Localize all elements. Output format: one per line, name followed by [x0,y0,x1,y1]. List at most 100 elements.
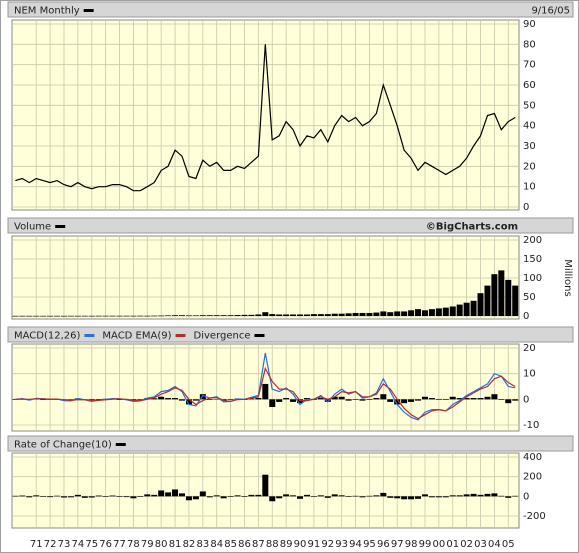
x-tick-label: 80 [155,539,168,550]
bar [345,399,352,401]
x-tick-label: 92 [321,539,334,550]
x-tick-label: 73 [58,539,71,550]
bar [442,496,449,498]
bar [338,495,345,497]
bar [491,394,498,400]
y-tick-label: 20 [523,343,536,354]
bar [387,399,394,402]
bar [387,312,394,316]
bar [442,307,449,316]
bar [130,496,137,499]
bar [165,315,172,317]
x-tick-label: 82 [183,539,196,550]
bar [297,399,304,404]
bar [206,496,213,498]
bar [373,312,380,316]
bar [109,495,116,497]
bar [324,314,331,316]
bar [88,399,95,401]
bar [137,315,144,317]
x-tick-label: 01 [446,539,459,550]
x-tick-label: 02 [460,539,473,550]
header-bar [7,217,574,234]
x-tick-label: 74 [72,539,85,550]
bar [269,496,276,502]
bar [158,396,165,400]
bar [380,492,387,497]
bar [408,399,415,402]
bar [421,396,428,400]
bar [435,496,442,498]
bar [498,399,505,400]
bar [428,309,435,316]
bar [33,495,40,497]
bar [102,496,109,497]
bar [310,496,317,497]
bar [179,399,185,401]
bar [227,399,234,400]
bar [435,308,442,316]
bar [241,496,248,497]
credit: ©BigCharts.com [426,222,518,233]
x-tick-label: 87 [252,539,265,550]
legend-label: Divergence [194,331,251,342]
bar [269,314,276,316]
bar [74,315,81,317]
bar [359,496,366,498]
bar [172,315,179,316]
x-tick-label: 85 [224,539,237,550]
bar [366,312,373,316]
bar [310,314,317,316]
bar [185,399,192,405]
bar [303,494,310,497]
bar [442,399,449,400]
bar [67,496,74,498]
x-tick-label: 83 [196,539,209,550]
bar [192,399,199,401]
bar [297,496,304,499]
bar [449,306,456,316]
legend-label: NEM Monthly [14,6,80,17]
bar [185,315,192,317]
bar [491,493,498,497]
y-tick-label: -10 [523,420,539,431]
bar [67,399,74,400]
bar [54,315,61,317]
bar [394,399,401,405]
date: 9/16/05 [531,6,570,17]
plot-area [11,235,520,320]
bar [373,495,380,497]
x-tick-label: 75 [85,539,98,550]
bar [449,495,456,497]
x-tick-label: 77 [113,539,126,550]
bar [276,314,283,316]
bar [234,495,241,497]
bar [26,315,33,317]
bar [67,315,74,317]
bar [130,315,137,317]
bar [290,314,297,316]
bar [33,315,40,317]
y-tick-label: 400 [523,452,542,463]
bar [255,398,262,400]
bar [262,474,269,497]
bar [408,310,415,316]
bar [324,399,331,402]
x-tick-label: 98 [405,539,418,550]
bar [283,398,290,400]
bar [484,493,491,497]
y-axis-label: Millions [562,259,573,296]
bar [331,313,338,316]
y-tick-label: 60 [523,80,536,91]
x-tick-label: 95 [363,539,376,550]
bar [380,311,387,316]
x-tick-label: 00 [432,539,445,550]
bar [172,489,179,497]
x-tick-label: 89 [280,539,293,550]
bar [456,495,463,497]
bar [109,315,116,317]
bar [415,399,422,401]
y-tick-label: 10 [523,182,536,193]
bar [40,496,47,497]
